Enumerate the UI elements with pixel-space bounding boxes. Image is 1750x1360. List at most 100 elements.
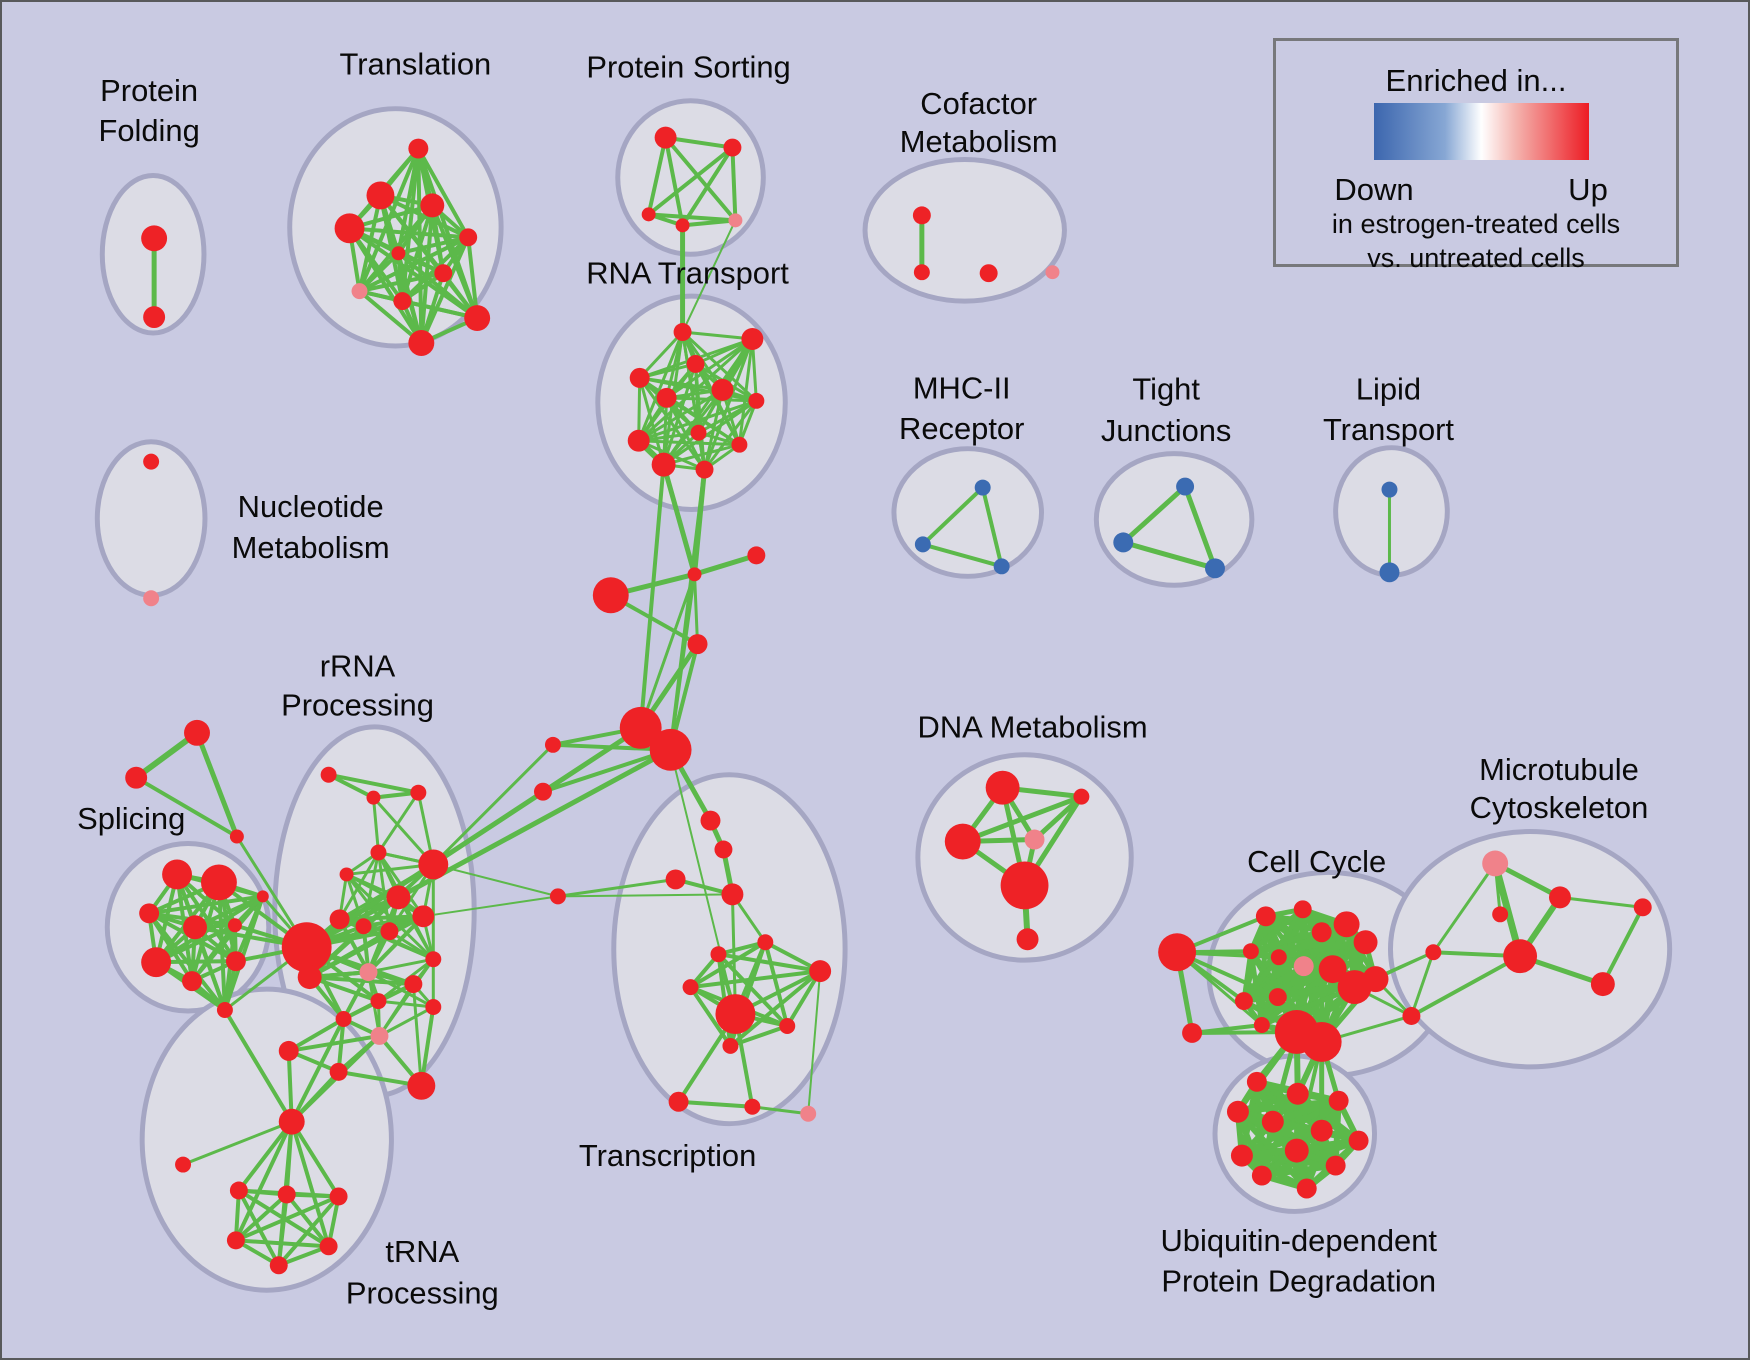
gene-set-node-g12[interactable] [297,965,322,990]
gene-set-node-e9[interactable] [1293,956,1314,977]
gene-set-node-d2[interactable] [944,823,981,860]
gene-set-node-d1[interactable] [1073,788,1090,805]
gene-set-node-e15[interactable] [1253,1017,1270,1033]
gene-set-node-w9[interactable] [1325,1155,1346,1176]
gene-set-node-w10[interactable] [1251,1165,1272,1186]
gene-set-node-t3[interactable] [420,193,445,218]
gene-set-node-r8[interactable] [627,429,650,452]
gene-set-node-p2[interactable] [139,903,160,924]
gene-set-node-n0[interactable] [143,453,160,470]
gene-set-node-w0[interactable] [1246,1071,1267,1092]
gene-set-node-e1[interactable] [1182,1022,1203,1043]
gene-set-node-v10[interactable] [722,1037,739,1054]
gene-set-node-c1[interactable] [913,264,930,281]
gene-set-node-r11[interactable] [695,460,714,479]
gene-set-node-u0[interactable] [1482,850,1509,877]
gene-set-node-g4[interactable] [370,844,387,861]
gene-set-node-e4[interactable] [1311,922,1332,943]
gene-set-node-q4[interactable] [226,1231,245,1250]
gene-set-node-r5[interactable] [711,378,734,401]
gene-set-node-d3[interactable] [1024,829,1045,850]
gene-set-node-x1[interactable] [687,567,702,582]
gene-set-node-g18[interactable] [335,1011,352,1027]
gene-set-node-g2[interactable] [410,784,427,801]
gene-set-node-g1[interactable] [366,790,381,805]
gene-set-node-g19[interactable] [370,1026,389,1045]
gene-set-node-w2[interactable] [1328,1090,1349,1111]
gene-set-node-l0[interactable] [1381,481,1398,498]
gene-set-node-c2[interactable] [979,264,998,283]
gene-set-node-q6[interactable] [269,1256,288,1275]
gene-set-node-g3[interactable] [339,867,354,882]
gene-set-node-e6[interactable] [1353,930,1378,955]
gene-set-node-u3[interactable] [1503,939,1538,974]
gene-set-node-e14[interactable] [1268,988,1287,1007]
gene-set-node-x7[interactable] [534,782,552,801]
gene-set-node-x2[interactable] [747,546,766,565]
gene-set-node-t10[interactable] [408,330,435,356]
gene-set-node-e2[interactable] [1255,906,1276,927]
gene-set-node-g14[interactable] [404,975,423,994]
gene-set-node-v7[interactable] [682,979,699,996]
gene-set-node-r6[interactable] [748,392,765,409]
gene-set-node-w6[interactable] [1348,1130,1369,1151]
gene-set-node-t7[interactable] [351,283,368,300]
gene-set-node-p5[interactable] [182,971,202,992]
gene-set-node-g22[interactable] [407,1071,436,1100]
gene-set-node-e10[interactable] [1318,955,1347,984]
gene-set-node-j1[interactable] [1113,532,1134,553]
gene-set-node-p1[interactable] [200,864,237,901]
gene-set-node-t4[interactable] [459,228,478,247]
gene-set-node-t8[interactable] [393,292,412,311]
gene-set-node-c3[interactable] [1045,265,1060,280]
gene-set-node-x0[interactable] [592,577,629,614]
gene-set-node-f0[interactable] [184,719,210,746]
gene-set-node-t6[interactable] [434,264,453,283]
gene-set-node-v9[interactable] [779,1018,796,1034]
gene-set-node-v4[interactable] [757,934,774,951]
gene-set-node-q2[interactable] [277,1185,296,1204]
gene-set-node-t1[interactable] [366,181,395,210]
gene-set-node-u1[interactable] [1549,886,1571,909]
gene-set-node-g17[interactable] [425,999,442,1016]
gene-set-node-g16[interactable] [370,993,387,1010]
gene-set-node-e7[interactable] [1242,943,1259,960]
gene-set-node-g8[interactable] [329,909,350,930]
gene-set-node-q0[interactable] [175,1156,192,1173]
gene-set-node-g11[interactable] [281,922,332,973]
gene-set-node-v8[interactable] [715,994,756,1034]
gene-set-node-p7[interactable] [225,951,246,972]
gene-set-node-r3[interactable] [629,367,650,388]
gene-set-node-v11[interactable] [668,1091,689,1112]
gene-set-node-e5[interactable] [1333,911,1360,938]
gene-set-node-d4[interactable] [1000,861,1049,910]
gene-set-node-g21[interactable] [329,1062,348,1081]
gene-set-node-r0[interactable] [673,323,692,341]
gene-set-node-v12[interactable] [744,1098,761,1115]
gene-set-node-u6[interactable] [1590,972,1615,997]
gene-set-node-m1[interactable] [914,536,931,553]
gene-set-node-u4[interactable] [1425,944,1442,961]
gene-set-node-m0[interactable] [974,479,991,496]
gene-set-node-l1[interactable] [1379,562,1400,583]
gene-set-node-e3[interactable] [1293,900,1312,919]
gene-set-node-e17[interactable] [1301,1021,1342,1062]
gene-set-node-w8[interactable] [1284,1138,1309,1163]
gene-set-node-w11[interactable] [1296,1178,1317,1199]
gene-set-node-q3[interactable] [329,1187,348,1206]
gene-set-node-s4[interactable] [728,213,743,228]
gene-set-node-t5[interactable] [391,246,406,261]
gene-set-node-e12[interactable] [1362,966,1389,993]
gene-set-node-r10[interactable] [651,452,676,477]
gene-set-node-e8[interactable] [1270,949,1287,966]
gene-set-node-w4[interactable] [1261,1110,1284,1133]
gene-set-node-x6[interactable] [544,736,561,753]
gene-set-node-x3[interactable] [687,634,708,655]
gene-set-node-q5[interactable] [319,1237,338,1256]
gene-set-node-s1[interactable] [723,138,742,157]
gene-set-node-p0[interactable] [162,859,193,890]
gene-set-node-m2[interactable] [993,558,1010,575]
gene-set-node-d0[interactable] [985,770,1020,805]
gene-set-node-f2[interactable] [229,829,244,844]
gene-set-node-g7[interactable] [412,905,435,928]
